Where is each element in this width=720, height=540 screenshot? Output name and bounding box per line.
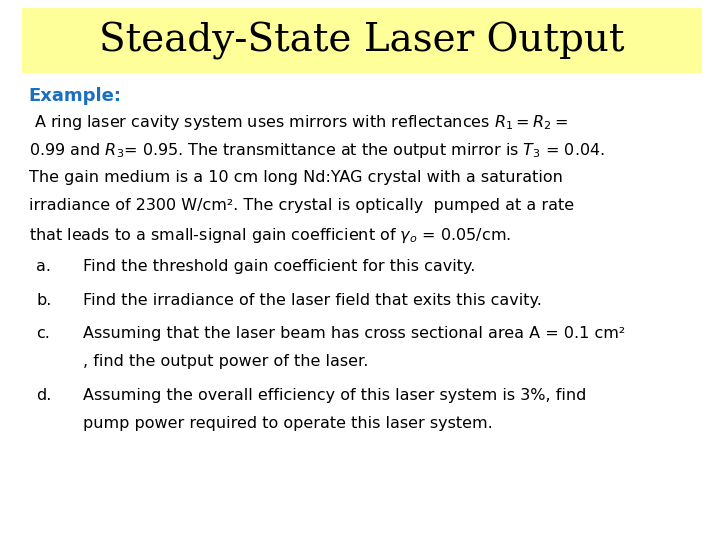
Text: Find the irradiance of the laser field that exits this cavity.: Find the irradiance of the laser field t… — [83, 293, 541, 308]
FancyBboxPatch shape — [22, 8, 702, 73]
Text: d.: d. — [36, 388, 51, 403]
Text: A ring laser cavity system uses mirrors with reflectances $R_1 = R_2 =$: A ring laser cavity system uses mirrors … — [29, 113, 568, 132]
Text: Find the threshold gain coefficient for this cavity.: Find the threshold gain coefficient for … — [83, 259, 475, 274]
Text: Assuming that the laser beam has cross sectional area A = 0.1 cm²: Assuming that the laser beam has cross s… — [83, 326, 625, 341]
Text: a.: a. — [36, 259, 51, 274]
Text: 0.99 and $R_3$= 0.95. The transmittance at the output mirror is $T_3$ = 0.04.: 0.99 and $R_3$= 0.95. The transmittance … — [29, 141, 605, 160]
Text: Steady-State Laser Output: Steady-State Laser Output — [99, 22, 624, 59]
Text: The gain medium is a 10 cm long Nd:YAG crystal with a saturation: The gain medium is a 10 cm long Nd:YAG c… — [29, 170, 562, 185]
Text: , find the output power of the laser.: , find the output power of the laser. — [83, 354, 368, 369]
Text: pump power required to operate this laser system.: pump power required to operate this lase… — [83, 416, 492, 431]
Text: irradiance of 2300 W/cm². The crystal is optically  pumped at a rate: irradiance of 2300 W/cm². The crystal is… — [29, 198, 574, 213]
Text: that leads to a small-signal gain coefficient of $\gamma_o$ = 0.05/cm.: that leads to a small-signal gain coeffi… — [29, 226, 511, 245]
Text: Assuming the overall efficiency of this laser system is 3%, find: Assuming the overall efficiency of this … — [83, 388, 586, 403]
Text: b.: b. — [36, 293, 51, 308]
Text: Example:: Example: — [29, 87, 122, 105]
Text: c.: c. — [36, 326, 50, 341]
